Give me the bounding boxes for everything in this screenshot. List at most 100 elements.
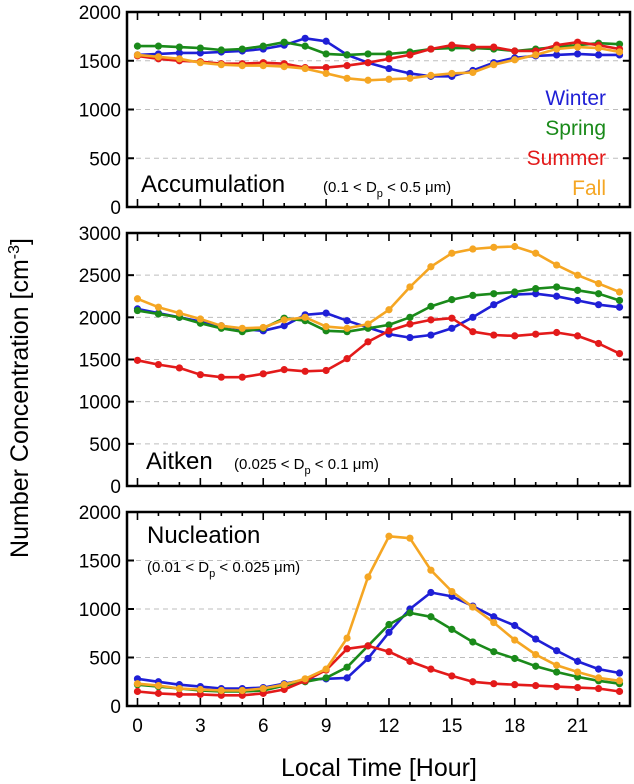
data-point-fall	[364, 76, 372, 84]
data-point-spring	[532, 662, 540, 670]
panel-nucleation: 0 500 1000 1500 2000 0 3 6 9 12 15 18 21 Nucleation (0…	[79, 503, 632, 737]
data-point-winter	[175, 49, 183, 57]
data-point-summer	[553, 328, 561, 337]
data-point-spring	[343, 663, 351, 671]
data-point-summer	[532, 682, 540, 690]
y-tick-label: 500	[89, 649, 121, 670]
data-point-fall	[343, 324, 351, 332]
data-point-summer	[469, 678, 477, 686]
series-line-spring	[137, 285, 620, 334]
data-point-fall	[469, 603, 477, 611]
data-point-spring	[553, 668, 561, 676]
data-point-summer	[259, 370, 267, 378]
data-point-fall	[238, 62, 246, 70]
data-point-summer	[343, 645, 351, 653]
data-point-summer	[448, 41, 456, 49]
data-point-fall	[594, 674, 603, 682]
data-point-fall	[133, 295, 142, 303]
data-point-fall	[553, 661, 561, 669]
data-point-spring	[406, 313, 414, 321]
data-point-spring	[385, 321, 393, 329]
data-point-fall	[133, 51, 142, 59]
legend-entry-summer: Summer	[527, 147, 606, 170]
x-tick-label: 12	[378, 716, 399, 737]
data-point-winter	[301, 34, 309, 42]
data-point-summer	[364, 338, 372, 346]
data-point-spring	[490, 290, 498, 298]
data-point-fall	[490, 61, 498, 69]
data-point-fall	[259, 684, 267, 693]
data-point-spring	[322, 50, 330, 58]
data-point-winter	[532, 635, 540, 643]
data-point-summer	[594, 684, 603, 693]
data-point-spring	[553, 283, 561, 291]
y-tick-label: 0	[110, 477, 121, 498]
data-point-fall	[175, 684, 183, 693]
data-point-spring	[196, 44, 204, 52]
series-line-winter	[137, 591, 620, 690]
data-point-winter	[490, 613, 498, 621]
data-point-fall	[532, 650, 540, 659]
data-point-spring	[217, 46, 225, 54]
data-point-summer	[490, 43, 498, 51]
data-point-summer	[133, 687, 142, 696]
y-tick-label: 2000	[79, 308, 121, 329]
data-point-summer	[469, 328, 477, 336]
data-point-summer	[574, 332, 582, 340]
data-point-fall	[532, 249, 540, 257]
data-point-spring	[532, 285, 540, 293]
data-point-summer	[301, 367, 309, 375]
data-point-winter	[574, 50, 582, 58]
data-point-fall	[133, 680, 142, 688]
data-point-summer	[175, 364, 183, 372]
data-point-spring	[448, 296, 456, 304]
data-point-winter	[322, 309, 330, 317]
data-point-winter	[594, 301, 603, 309]
data-point-summer	[427, 665, 435, 673]
panel-aitken: 0 500 1000 1500 2000 2500 3000 Aitken (0.025 < D…	[79, 224, 632, 498]
data-point-summer	[574, 683, 582, 692]
data-point-winter	[427, 588, 435, 597]
data-point-summer	[490, 331, 498, 339]
data-point-fall	[217, 686, 225, 695]
data-point-winter	[532, 290, 540, 298]
data-point-summer	[615, 349, 624, 358]
data-point-winter	[553, 292, 561, 300]
x-tick-label: 9	[321, 716, 332, 737]
data-point-fall	[280, 316, 288, 324]
data-point-spring	[594, 290, 603, 298]
y-tick-label: 500	[89, 149, 121, 170]
data-point-winter	[574, 657, 582, 665]
y-tick-label: 2000	[79, 3, 121, 24]
data-point-summer	[322, 63, 330, 72]
x-tick-label: 0	[132, 716, 143, 737]
data-point-fall	[259, 62, 267, 70]
data-point-spring	[322, 674, 330, 682]
y-axis-label: Number Concentration [cm-3]	[6, 238, 34, 558]
data-point-winter	[615, 303, 624, 311]
data-point-fall	[406, 534, 414, 542]
y-tick-label: 500	[89, 435, 121, 456]
data-point-winter	[385, 64, 393, 73]
data-point-spring	[154, 42, 163, 50]
data-point-spring	[427, 302, 435, 310]
data-point-fall	[196, 315, 204, 323]
panel-accumulation: 0 500 1000 1500 2000 Accumulation (0.1 < Dp < …	[79, 3, 632, 219]
data-point-fall	[553, 261, 561, 269]
data-point-spring	[238, 45, 246, 53]
data-point-spring	[154, 310, 163, 318]
data-point-summer	[615, 687, 624, 696]
data-point-fall	[301, 675, 309, 683]
series-line-fall	[137, 534, 620, 692]
data-point-winter	[594, 51, 603, 59]
x-tick-label: 21	[567, 716, 588, 737]
data-point-winter	[615, 669, 624, 677]
data-point-spring	[385, 620, 393, 629]
data-point-fall	[385, 532, 393, 540]
data-point-spring	[301, 42, 309, 50]
data-point-spring	[511, 654, 519, 663]
data-point-summer	[196, 371, 204, 379]
data-point-summer	[175, 690, 183, 698]
